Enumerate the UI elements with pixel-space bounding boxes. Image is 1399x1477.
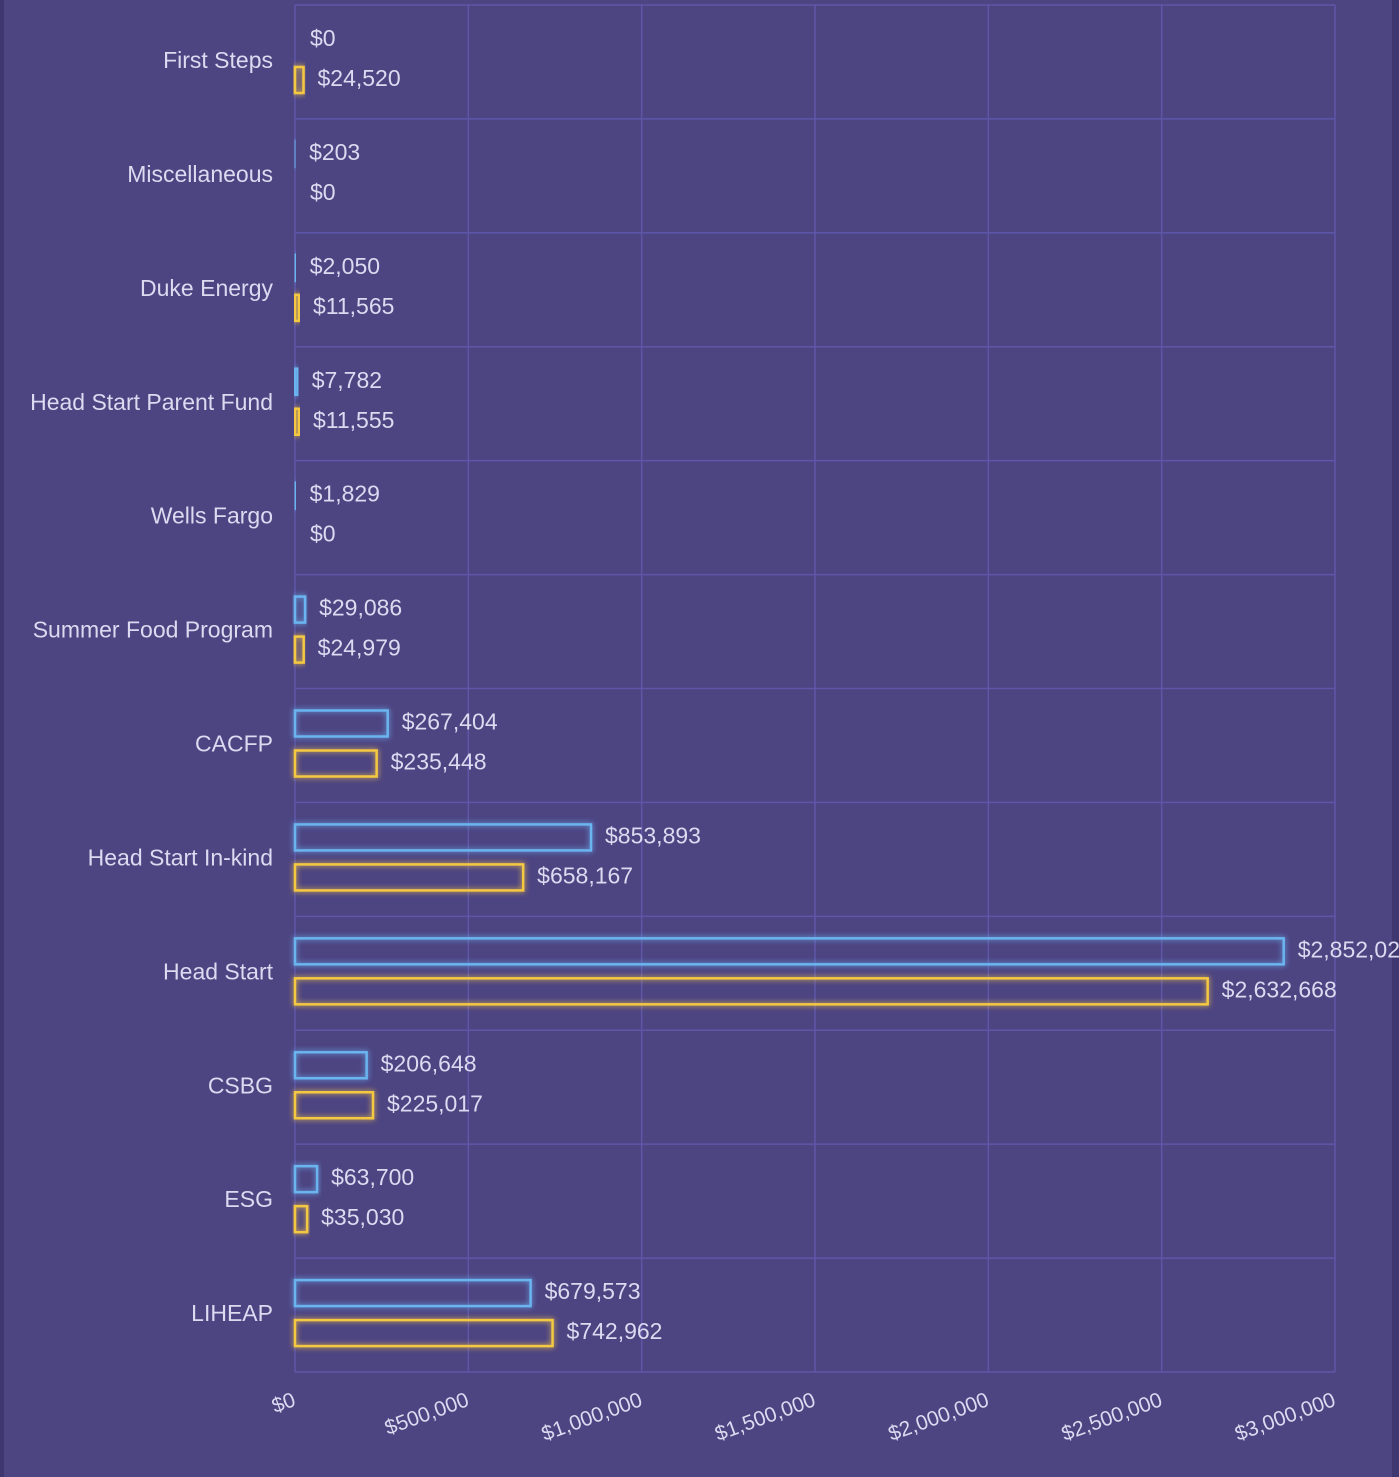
- category-label: Duke Energy: [140, 275, 273, 301]
- bar: [293, 749, 378, 778]
- value-label: $24,979: [318, 635, 401, 661]
- background: [4, 0, 1392, 1477]
- category-label: Head Start Parent Fund: [30, 389, 273, 415]
- bar: [293, 367, 299, 396]
- category-label: Summer Food Program: [33, 617, 273, 643]
- bar: [293, 937, 1285, 966]
- category-label: LIHEAP: [191, 1300, 273, 1326]
- value-label: $7,782: [312, 367, 382, 393]
- value-label: $679,573: [545, 1278, 641, 1304]
- bar: [293, 977, 1209, 1006]
- value-label: $24,520: [318, 65, 401, 91]
- category-label: ESG: [224, 1186, 273, 1212]
- value-label: $853,893: [605, 822, 701, 848]
- bar: [293, 823, 593, 852]
- bar: [293, 293, 301, 323]
- bar: [293, 1278, 532, 1308]
- value-label: $2,632,668: [1222, 976, 1337, 1002]
- bar: [293, 1091, 375, 1120]
- value-label: $2,852,026: [1298, 936, 1399, 962]
- bar: [293, 253, 297, 283]
- value-label: $63,700: [331, 1164, 414, 1190]
- category-label: Head Start: [163, 958, 274, 984]
- value-label: $267,404: [402, 709, 498, 735]
- bar: [293, 1051, 368, 1080]
- category-label: Head Start In-kind: [88, 844, 273, 870]
- bar: [293, 709, 389, 738]
- bar: [293, 1318, 554, 1348]
- value-label: $225,017: [387, 1090, 483, 1116]
- value-label: $2,050: [310, 253, 380, 279]
- category-label: CACFP: [195, 731, 273, 757]
- bar: [293, 1204, 309, 1234]
- value-label: $0: [310, 521, 336, 547]
- value-label: $35,030: [321, 1204, 404, 1230]
- value-label: $203: [309, 139, 360, 165]
- value-label: $1,829: [310, 481, 380, 507]
- value-label: $11,555: [313, 407, 394, 433]
- value-label: $0: [310, 25, 336, 51]
- bar: [293, 863, 525, 892]
- bar: [293, 65, 305, 95]
- value-label: $742,962: [567, 1318, 663, 1344]
- bar: [293, 595, 307, 624]
- category-label: Miscellaneous: [127, 161, 273, 187]
- value-label: $235,448: [391, 749, 487, 775]
- value-label: $29,086: [319, 595, 402, 621]
- value-label: $0: [310, 179, 336, 205]
- value-label: $206,648: [381, 1050, 477, 1076]
- bar: [293, 1164, 319, 1194]
- category-label: Wells Fargo: [151, 503, 273, 529]
- value-label: $11,565: [313, 293, 394, 319]
- category-label: First Steps: [163, 47, 273, 73]
- category-label: CSBG: [208, 1072, 273, 1098]
- bar: [293, 481, 297, 510]
- bar: [293, 407, 301, 436]
- value-label: $658,167: [537, 862, 633, 888]
- bar: [293, 635, 305, 664]
